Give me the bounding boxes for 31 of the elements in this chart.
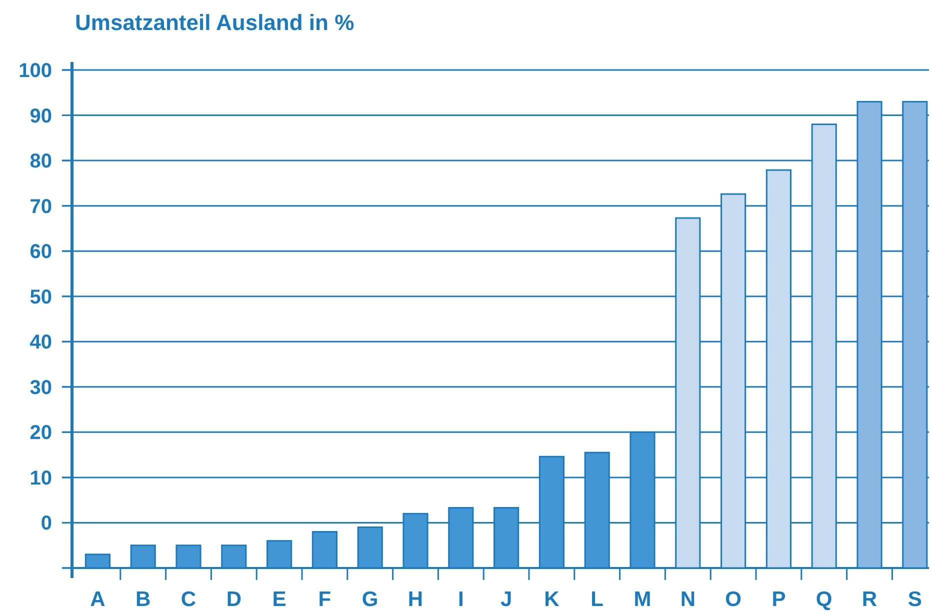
- y-tick-label: 40: [30, 332, 52, 354]
- x-tick-label: P: [772, 588, 786, 611]
- x-tick-label: A: [90, 588, 106, 611]
- y-tick-label: 0: [40, 512, 52, 535]
- x-tick-label: L: [590, 588, 604, 611]
- x-tick-label: N: [680, 588, 696, 611]
- x-tick-label: R: [862, 588, 878, 611]
- y-tick-label: 100: [18, 60, 52, 82]
- x-tick-label: C: [180, 588, 196, 611]
- x-tick-label: J: [500, 588, 512, 611]
- y-tick-label: 70: [30, 196, 52, 218]
- y-tick-label: 10: [30, 467, 52, 490]
- x-tick-label: F: [318, 588, 332, 611]
- y-tick-label: 60: [30, 241, 52, 264]
- x-tick-label: B: [136, 588, 151, 611]
- chart-title: Umsatzanteil Ausland in %: [75, 10, 354, 35]
- x-tick-label: S: [908, 588, 922, 611]
- x-tick-label: Q: [816, 588, 832, 611]
- y-tick-label: 20: [30, 422, 52, 444]
- y-tick-label: 50: [30, 286, 52, 308]
- x-tick-label: E: [272, 588, 286, 611]
- y-tick-label: 90: [30, 105, 52, 128]
- x-tick-label: I: [458, 588, 464, 611]
- y-tick-label: 30: [30, 376, 52, 399]
- x-tick-label: D: [226, 588, 242, 611]
- x-tick-label: O: [725, 588, 742, 611]
- y-tick-label: 80: [30, 150, 52, 173]
- x-tick-label: K: [544, 588, 560, 611]
- x-tick-label: H: [408, 588, 424, 611]
- x-tick-label: M: [634, 588, 652, 611]
- x-tick-label: G: [362, 588, 378, 611]
